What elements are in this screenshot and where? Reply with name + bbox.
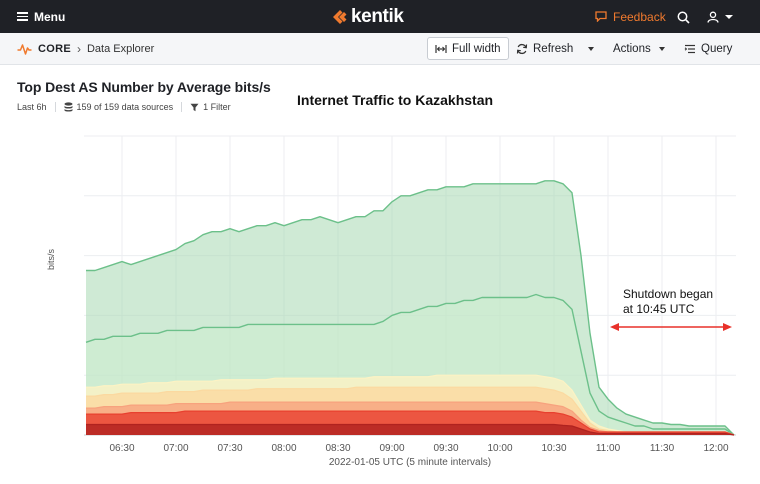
filters-label: 1 Filter xyxy=(203,102,231,112)
feedback-icon xyxy=(595,11,607,22)
feedback-label: Feedback xyxy=(613,9,666,24)
time-range-label[interactable]: Last 6h xyxy=(17,102,56,112)
menu-label: Menu xyxy=(34,9,66,24)
series-line-7 xyxy=(86,423,735,436)
panel-title: Top Dest AS Number by Average bits/s xyxy=(17,79,271,95)
refresh-options-dropdown[interactable] xyxy=(581,37,601,60)
series-line-1 xyxy=(86,180,735,436)
feedback-button[interactable]: Feedback xyxy=(595,0,666,33)
x-tick-label: 08:00 xyxy=(271,443,296,454)
full-width-icon xyxy=(435,44,447,53)
top-navigation-bar: Menu kentik Feedback xyxy=(0,0,760,33)
traffic-area-chart[interactable]: 06:30 07:00 07:30 08:00 08:30 09:00 09:30 10:00… xyxy=(0,126,760,456)
x-tick-label: 10:30 xyxy=(541,443,566,454)
pulse-icon xyxy=(17,43,32,55)
x-tick-label: 08:30 xyxy=(325,443,350,454)
query-label: Query xyxy=(701,42,733,55)
x-tick-label: 07:00 xyxy=(163,443,188,454)
data-sources-selector[interactable]: 159 of 159 data sources xyxy=(64,102,183,112)
breadcrumb-core[interactable]: CORE xyxy=(38,42,71,55)
chevron-down-icon xyxy=(588,46,594,51)
kentik-logo-icon xyxy=(333,9,347,24)
x-tick-label: 06:30 xyxy=(109,443,134,454)
refresh-label: Refresh xyxy=(533,42,574,55)
full-width-label: Full width xyxy=(452,42,501,55)
refresh-icon xyxy=(516,43,528,54)
x-tick-label: 12:00 xyxy=(703,443,728,454)
logo-text: kentik xyxy=(351,5,404,27)
search-button[interactable] xyxy=(674,8,692,26)
data-sources-label: 159 of 159 data sources xyxy=(76,102,174,112)
query-icon xyxy=(684,44,695,53)
user-menu-button[interactable] xyxy=(703,8,737,26)
annotation-arrow-left-head xyxy=(610,323,619,331)
chart-title: Internet Traffic to Kazakhstan xyxy=(297,92,494,108)
series-area-7 xyxy=(86,424,734,435)
x-tick-label: 09:30 xyxy=(433,443,458,454)
menu-icon xyxy=(17,12,28,21)
chevron-down-icon xyxy=(658,46,665,51)
series-line-6 xyxy=(86,410,735,436)
x-tick-label: 10:00 xyxy=(487,443,512,454)
breadcrumb-data-explorer: Data Explorer xyxy=(86,42,155,55)
filter-icon xyxy=(190,103,199,111)
x-tick-label: 11:30 xyxy=(650,443,675,454)
page-toolbar: CORE › Data Explorer Full width Refresh … xyxy=(0,33,760,65)
x-tick-label: 07:30 xyxy=(217,443,242,454)
annotation-arrow-right-head xyxy=(723,323,732,331)
x-axis-label: 2022-01-05 UTC (5 minute intervals) xyxy=(328,457,492,468)
refresh-button[interactable]: Refresh xyxy=(509,37,580,60)
panel-meta: Last 6h 159 of 159 data sources 1 Filter xyxy=(17,100,247,114)
menu-button[interactable]: Menu xyxy=(17,0,65,33)
filters-button[interactable]: 1 Filter xyxy=(190,102,239,112)
search-icon xyxy=(677,11,690,24)
user-icon xyxy=(707,11,719,23)
shutdown-annotation: Shutdown began at 10:45 UTC xyxy=(623,287,713,317)
database-icon xyxy=(64,102,73,112)
x-tick-label: 11:00 xyxy=(596,443,621,454)
query-button[interactable]: Query xyxy=(677,37,739,60)
breadcrumb: CORE › Data Explorer xyxy=(17,33,154,64)
series-line-2 xyxy=(85,293,735,436)
x-tick-label: 09:00 xyxy=(379,443,404,454)
actions-label: Actions xyxy=(613,42,651,55)
kentik-logo[interactable]: kentik xyxy=(332,0,404,33)
annotation-line-2: at 10:45 UTC xyxy=(623,302,695,316)
chevron-down-icon xyxy=(725,15,733,19)
y-axis-label: bits/s xyxy=(46,248,56,270)
annotation-line-1: Shutdown began xyxy=(623,287,714,301)
actions-menu-button[interactable]: Actions xyxy=(606,37,672,60)
full-width-button[interactable]: Full width xyxy=(427,37,509,60)
chevron-right-icon: › xyxy=(76,41,81,56)
